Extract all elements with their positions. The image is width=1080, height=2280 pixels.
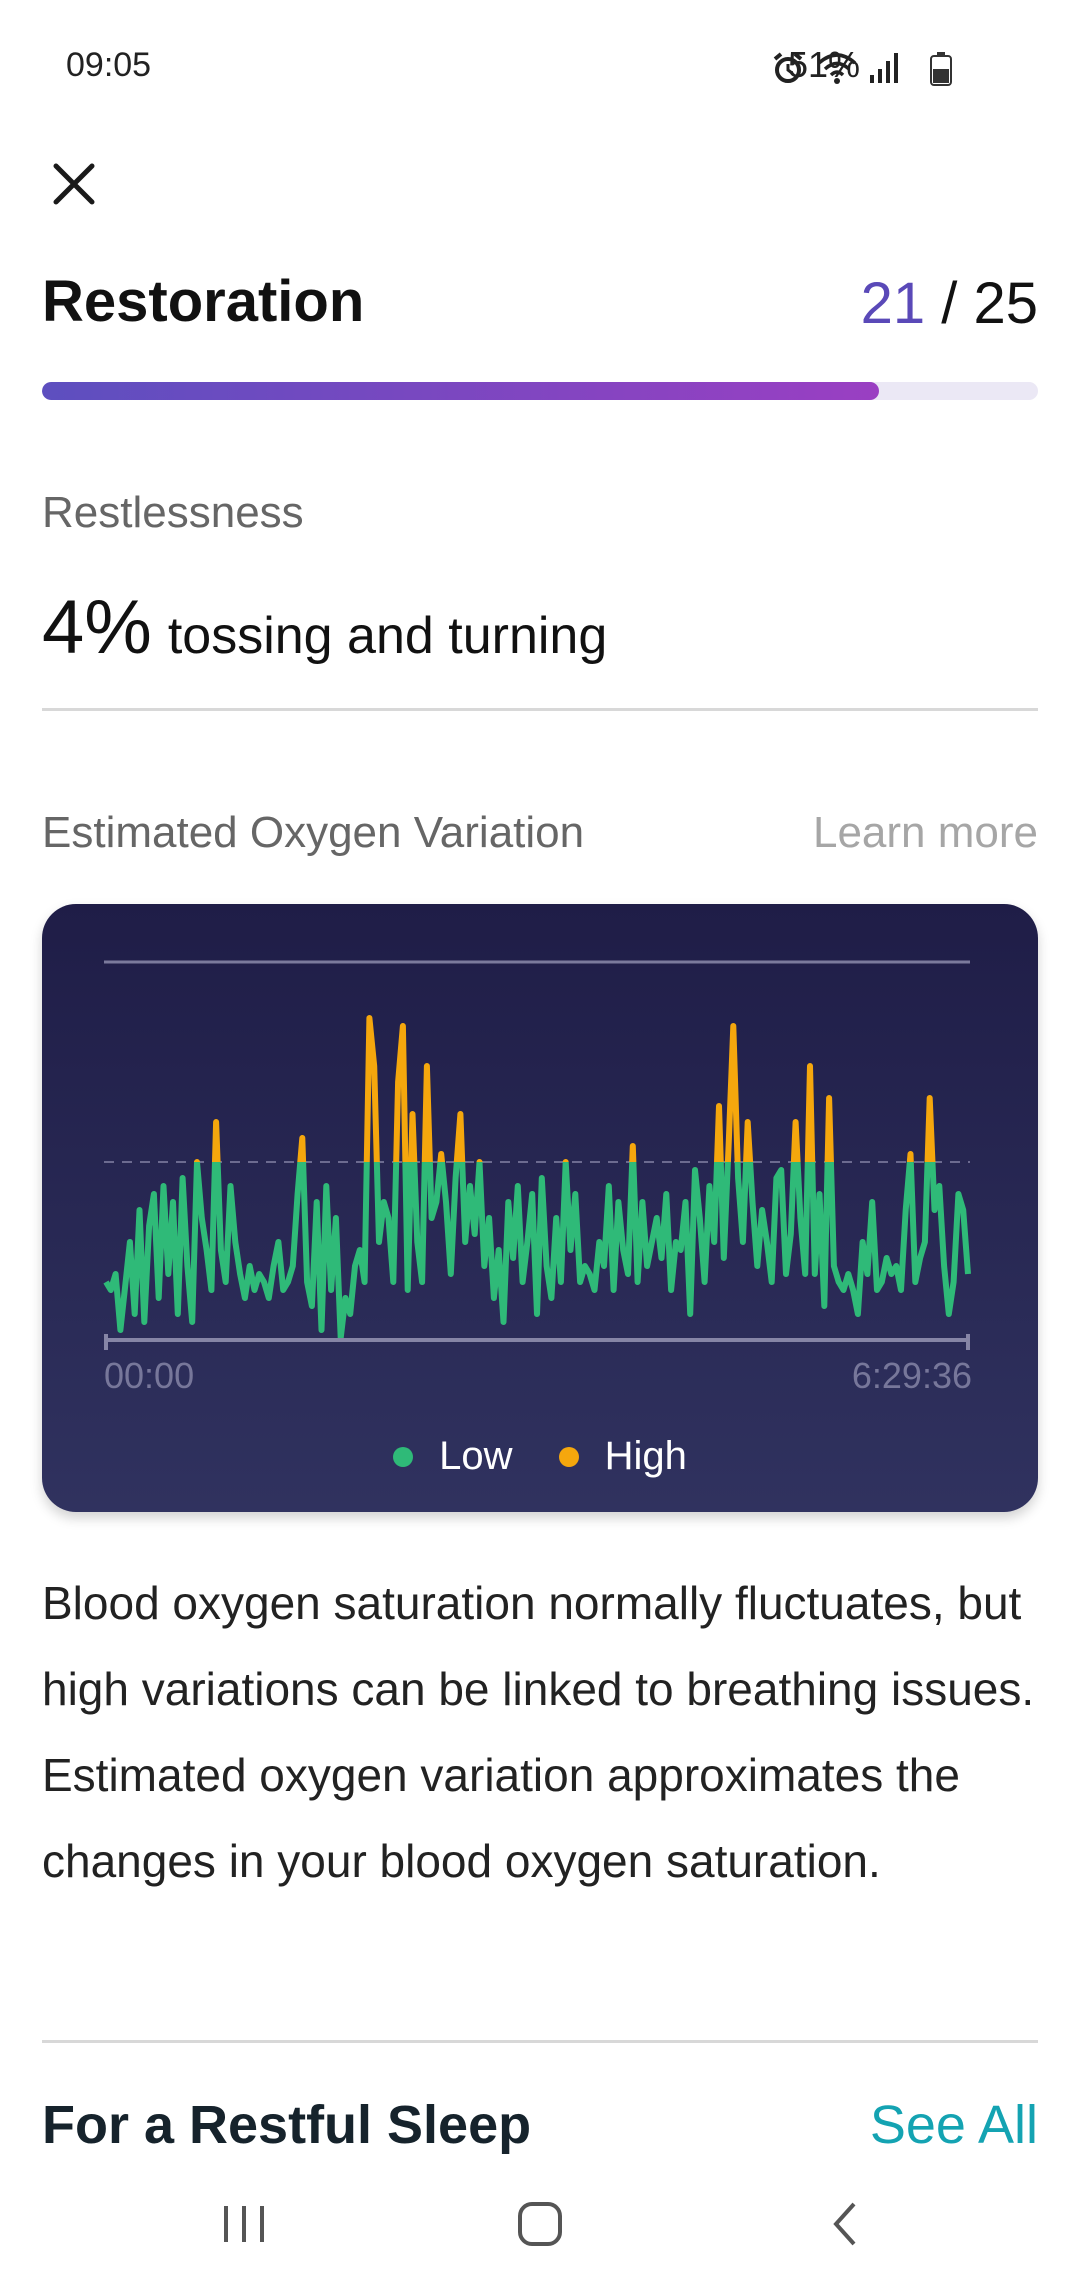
battery-icon (930, 52, 952, 86)
status-icons (770, 48, 902, 88)
score-progress-bar (42, 382, 1038, 400)
back-icon[interactable] (818, 2196, 874, 2252)
divider (42, 708, 1038, 711)
score-progress-fill (42, 382, 879, 400)
legend-low-dot (393, 1446, 414, 1467)
learn-more-link[interactable]: Learn more (812, 808, 1038, 857)
battery-percentage: 51% (787, 44, 860, 85)
oxygen-variation-label: Estimated Oxygen Variation (42, 808, 585, 857)
alarm-icon (773, 52, 803, 83)
x-axis-start-label: 00:00 (104, 1355, 194, 1396)
score-value: 21 (860, 271, 926, 336)
legend-low-label: Low (439, 1434, 513, 1478)
status-time: 09:05 (66, 46, 152, 84)
see-all-link[interactable]: See All (869, 2095, 1038, 2155)
recent-apps-icon[interactable] (216, 2196, 272, 2252)
page-title: Restoration (42, 269, 365, 334)
home-icon[interactable] (512, 2196, 568, 2252)
legend-high-dot (558, 1446, 579, 1467)
chart-legend: Low High (42, 1434, 1038, 1479)
x-axis-end-label: 6:29:36 (852, 1355, 972, 1396)
restlessness-percent: 4% (42, 585, 152, 670)
low-variation-series (103, 1162, 971, 1341)
oxygen-description: Blood oxygen saturation normally fluctua… (42, 1577, 1035, 1887)
section-title: For a Restful Sleep (42, 2095, 532, 2155)
navigation-bar (0, 2170, 1080, 2280)
divider (42, 2040, 1038, 2043)
signal-icon (870, 53, 898, 83)
score-max: 25 (973, 271, 1038, 336)
restlessness-label: Restlessness (42, 488, 304, 537)
close-icon[interactable] (48, 158, 100, 210)
legend-low: Low (393, 1434, 513, 1479)
restlessness-value: 4% tossing and turning (42, 584, 607, 671)
wifi-icon (817, 53, 857, 84)
legend-high: High (558, 1434, 687, 1479)
score-separator: / (925, 271, 974, 336)
legend-high-label: High (604, 1434, 687, 1478)
oxygen-variation-chart: 00:00 6:29:36 Low High (42, 904, 1038, 1512)
chart-svg: 00:00 6:29:36 (103, 960, 972, 1396)
low-variation-layer (103, 1162, 971, 1341)
restlessness-description: tossing and turning (167, 607, 608, 665)
restoration-score: 21 / 25 (861, 270, 1038, 337)
